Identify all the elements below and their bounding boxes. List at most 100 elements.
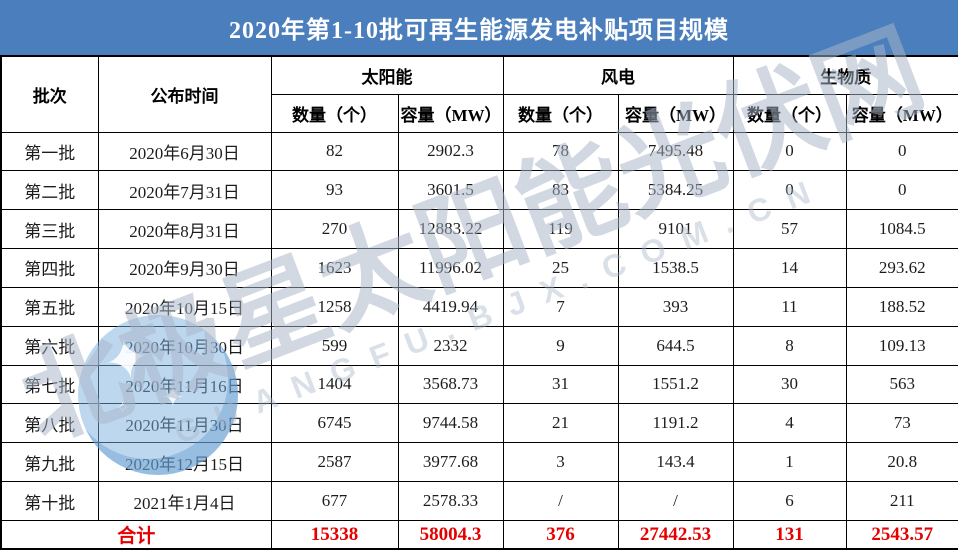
cell-bio-cap: 188.52	[845, 286, 958, 327]
cell-date: 2020年11月30日	[97, 403, 272, 444]
cell-bio-cap: 73	[845, 403, 958, 444]
cell-solar-qty: 1404	[270, 364, 399, 405]
cell-solar-cap: 4419.94	[397, 286, 504, 327]
cell-wind-cap: 1538.5	[617, 248, 734, 288]
cell-solar-qty: 1258	[270, 286, 399, 327]
cell-solar-cap: 2902.3	[397, 131, 504, 172]
cell-wind-cap: 143.4	[617, 442, 734, 483]
cell-solar-cap: 11996.02	[397, 248, 504, 288]
cell-solar-cap: 2578.33	[397, 481, 504, 521]
cell-wind-cap: 393	[617, 286, 734, 327]
title-bar: 2020年第1-10批可再生能源发电补贴项目规模	[0, 0, 958, 55]
cell-batch: 第八批	[0, 403, 99, 444]
cell-wind-cap: 644.5	[617, 325, 734, 366]
cell-wind-cap: /	[617, 481, 734, 521]
cell-wind-qty: 3	[502, 442, 619, 483]
total-row: 合计 15338 58004.3 376 27442.53 131 2543.5…	[0, 520, 958, 550]
cell-solar-cap: 3601.5	[397, 170, 504, 211]
cell-batch: 第十批	[0, 481, 99, 521]
cell-bio-cap: 1084.5	[845, 209, 958, 250]
cell-solar-qty: 599	[270, 325, 399, 366]
cell-batch: 第四批	[0, 248, 99, 288]
col-header-bio-cap: 容量（MW）	[845, 93, 958, 133]
cell-bio-cap: 0	[845, 131, 958, 172]
cell-wind-cap: 1551.2	[617, 364, 734, 405]
cell-batch: 第一批	[0, 131, 99, 172]
cell-bio-cap: 563	[845, 364, 958, 405]
cell-solar-qty: 82	[270, 131, 399, 172]
total-wind-qty: 376	[502, 520, 619, 550]
table-row: 第一批 2020年6月30日 82 2902.3 78 7495.48 0 0	[0, 131, 958, 172]
cell-solar-cap: 2332	[397, 325, 504, 366]
cell-solar-cap: 3977.68	[397, 442, 504, 483]
cell-date: 2020年7月31日	[97, 170, 272, 211]
cell-wind-cap: 7495.48	[617, 131, 734, 172]
cell-wind-qty: 25	[502, 248, 619, 288]
col-group-solar: 太阳能	[270, 55, 504, 95]
cell-wind-cap: 5384.25	[617, 170, 734, 211]
col-header-wind-cap: 容量（MW）	[617, 93, 734, 133]
cell-solar-qty: 677	[270, 481, 399, 521]
cell-bio-qty: 30	[732, 364, 847, 405]
col-header-solar-cap: 容量（MW）	[397, 93, 504, 133]
total-solar-qty: 15338	[270, 520, 399, 550]
cell-date: 2020年9月30日	[97, 248, 272, 288]
cell-batch: 第五批	[0, 286, 99, 327]
table-row: 第七批 2020年11月16日 1404 3568.73 31 1551.2 30 563	[0, 364, 958, 405]
table-row: 第四批 2020年9月30日 1623 11996.02 25 1538.5 14 293.6…	[0, 248, 958, 288]
cell-bio-qty: 6	[732, 481, 847, 521]
cell-date: 2020年8月31日	[97, 209, 272, 250]
cell-wind-qty: 31	[502, 364, 619, 405]
col-header-solar-qty: 数量（个）	[270, 93, 399, 133]
cell-wind-qty: 83	[502, 170, 619, 211]
cell-wind-qty: 21	[502, 403, 619, 444]
table-row: 第六批 2020年10月30日 599 2332 9 644.5 8 109.13	[0, 325, 958, 366]
table-row: 第五批 2020年10月15日 1258 4419.94 7 393 11 188.52	[0, 286, 958, 327]
cell-bio-cap: 109.13	[845, 325, 958, 366]
total-bio-qty: 131	[732, 520, 847, 550]
cell-wind-qty: 9	[502, 325, 619, 366]
cell-bio-qty: 0	[732, 131, 847, 172]
cell-date: 2020年10月15日	[97, 286, 272, 327]
cell-bio-cap: 211	[845, 481, 958, 521]
cell-bio-qty: 1	[732, 442, 847, 483]
cell-bio-qty: 57	[732, 209, 847, 250]
table-row: 第十批 2021年1月4日 677 2578.33//6 211	[0, 481, 958, 521]
total-solar-cap: 58004.3	[397, 520, 504, 550]
cell-bio-qty: 8	[732, 325, 847, 366]
cell-date: 2020年12月15日	[97, 442, 272, 483]
cell-bio-qty: 11	[732, 286, 847, 327]
total-label: 合计	[0, 520, 272, 550]
cell-wind-qty: 119	[502, 209, 619, 250]
cell-solar-cap: 9744.58	[397, 403, 504, 444]
header-row-sub: 数量（个） 容量（MW） 数量（个） 容量（MW） 数量（个） 容量（MW）	[1, 93, 958, 133]
table-row: 第八批 2020年11月30日 6745 9744.58 21 1191.2 4 73	[0, 403, 958, 444]
col-header-bio-qty: 数量（个）	[732, 93, 847, 133]
cell-batch: 第三批	[0, 209, 99, 250]
col-group-wind: 风电	[502, 55, 734, 95]
cell-date: 2020年11月16日	[97, 364, 272, 405]
cell-solar-cap: 3568.73	[397, 364, 504, 405]
cell-bio-cap: 0	[845, 170, 958, 211]
subsidy-table: 批次 公布时间 太阳能 风电 生物质 数量（个） 容量（MW） 数量（个） 容量…	[0, 55, 958, 550]
page-title: 2020年第1-10批可再生能源发电补贴项目规模	[229, 18, 729, 44]
table-row: 第二批 2020年7月31日 93 3601.5 83 5384.25 0 0	[0, 170, 958, 211]
cell-bio-qty: 4	[732, 403, 847, 444]
total-wind-cap: 27442.53	[617, 520, 734, 550]
table-row: 第九批 2020年12月15日 2587 3977.68 3 143.4 1 20.8	[0, 442, 958, 483]
cell-wind-qty: 78	[502, 131, 619, 172]
cell-bio-qty: 0	[732, 170, 847, 211]
cell-wind-qty: /	[502, 481, 619, 521]
cell-bio-cap: 293.62	[845, 248, 958, 288]
col-group-biomass: 生物质	[732, 55, 958, 95]
col-header-date: 公布时间	[97, 55, 272, 133]
cell-date: 2020年6月30日	[97, 131, 272, 172]
cell-date: 2021年1月4日	[97, 481, 272, 521]
cell-wind-cap: 1191.2	[617, 403, 734, 444]
cell-solar-qty: 93	[270, 170, 399, 211]
cell-batch: 第六批	[0, 325, 99, 366]
total-bio-cap: 2543.57	[845, 520, 958, 550]
cell-batch: 第二批	[0, 170, 99, 211]
cell-bio-qty: 14	[732, 248, 847, 288]
